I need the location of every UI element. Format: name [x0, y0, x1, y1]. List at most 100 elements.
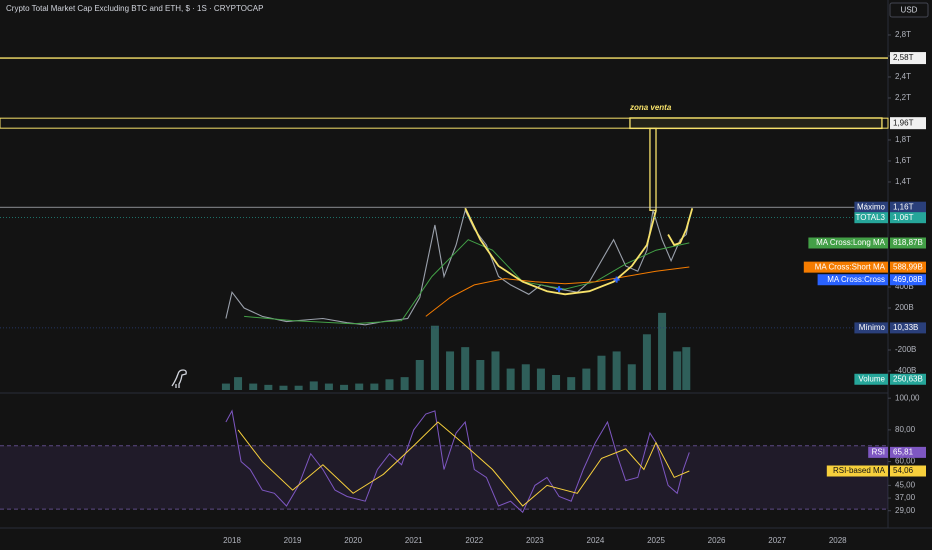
label-value-box — [890, 212, 926, 224]
sell-zone — [629, 117, 883, 130]
volume-bar — [340, 384, 349, 390]
x-tick-label: 2021 — [405, 536, 423, 545]
currency-button[interactable] — [889, 2, 929, 18]
sell-zone-label: zona venta — [629, 103, 672, 112]
label-value-box — [890, 446, 926, 458]
volume-bar — [658, 312, 667, 390]
label-name-box — [817, 274, 888, 286]
label-name-box — [826, 465, 888, 477]
volume-bar — [234, 377, 243, 390]
volume-bar — [400, 377, 409, 390]
label-name-box — [854, 322, 888, 334]
volume-bar — [221, 383, 230, 390]
label-name: Mínimo — [859, 323, 886, 332]
volume-bar — [309, 381, 318, 390]
volume-bar — [279, 385, 288, 390]
y-tick-label: 100,00 — [895, 393, 920, 402]
x-tick-label: 2028 — [829, 536, 847, 545]
level-label: 1,96T — [893, 118, 914, 127]
volume-bar — [536, 368, 545, 390]
volume-bar — [597, 355, 606, 390]
label-name: RSI-based MA — [833, 466, 886, 475]
label-value: 469,08B — [893, 275, 923, 284]
volume-bar — [430, 325, 439, 390]
y-tick-label: 400B — [895, 282, 914, 291]
label-value-box — [890, 274, 926, 286]
volume-bar — [627, 364, 636, 390]
y-tick-label: 1,4T — [895, 177, 911, 186]
label-value: 250,63B — [893, 374, 923, 383]
label-value: 65,81 — [893, 447, 914, 456]
volume-bar — [476, 360, 485, 390]
level-label-box — [890, 52, 926, 65]
label-name-box — [854, 201, 888, 213]
y-tick-label: 2,8T — [895, 30, 911, 39]
ma-line — [244, 239, 690, 325]
y-tick-label: 80,00 — [895, 425, 916, 434]
label-value: 10,33B — [893, 323, 918, 332]
level-label-box — [890, 117, 926, 130]
x-tick-label: 2022 — [465, 536, 483, 545]
volume-bar — [264, 384, 273, 390]
y-tick-label: 45,00 — [895, 480, 916, 489]
label-value: 1,06T — [893, 213, 914, 222]
label-name-box — [854, 212, 888, 224]
ma-line — [425, 266, 690, 317]
label-value-box — [890, 237, 926, 249]
y-tick-label: 37,00 — [895, 493, 916, 502]
rsi-band — [0, 445, 888, 510]
volume-bar — [415, 360, 424, 390]
rsi-ma-line — [237, 421, 690, 507]
x-tick-label: 2019 — [284, 536, 302, 545]
label-name: MA Cross:Long MA — [816, 238, 886, 247]
cup-curve — [667, 207, 694, 247]
label-name: MA Cross:Cross — [827, 275, 885, 284]
y-tick-label: 29,00 — [895, 506, 916, 515]
level-box — [0, 117, 889, 129]
logo — [171, 369, 187, 388]
label-value-box — [890, 465, 926, 477]
volume-bar — [567, 377, 576, 390]
label-name: MA Cross:Short MA — [815, 262, 886, 271]
x-tick-label: 2027 — [768, 536, 786, 545]
label-name: TOTAL3 — [856, 213, 886, 222]
y-tick-label: 2,4T — [895, 72, 911, 81]
cross-marker — [613, 276, 620, 283]
label-name-box — [868, 446, 888, 458]
y-tick-label: -200B — [895, 345, 916, 354]
label-value: 1,16T — [893, 202, 914, 211]
volume-bar — [552, 375, 561, 390]
x-tick-label: 2023 — [526, 536, 544, 545]
cup-curve — [464, 207, 657, 296]
volume-bar — [582, 368, 591, 390]
volume-bar — [294, 385, 303, 390]
chart-title: Crypto Total Market Cap Excluding BTC an… — [6, 4, 263, 13]
x-tick-label: 2018 — [223, 536, 241, 545]
label-value-box — [890, 261, 926, 273]
x-tick-label: 2020 — [344, 536, 362, 545]
volume-bar — [642, 334, 651, 390]
y-tick-label: -400B — [895, 366, 916, 375]
label-name: RSI — [872, 447, 885, 456]
volume-bar — [446, 351, 455, 390]
volume-bar — [682, 347, 691, 390]
label-value-box — [890, 201, 926, 213]
label-value: 54,06 — [893, 466, 914, 475]
label-value-box — [890, 322, 926, 334]
label-value: 818,87B — [893, 238, 923, 247]
y-tick-label: 60,00 — [895, 457, 916, 466]
volume-bar — [355, 383, 364, 390]
y-tick-label: 2,2T — [895, 93, 911, 102]
label-value: 588,99B — [893, 262, 923, 271]
y-tick-label: 200B — [895, 303, 914, 312]
y-tick-label: 1,6T — [895, 156, 911, 165]
volume-bar — [461, 347, 470, 390]
cross-marker — [556, 286, 563, 293]
level-label: 2,58T — [893, 53, 914, 62]
volume-bar — [370, 383, 379, 390]
volume-bar — [673, 351, 682, 390]
volume-bar — [385, 379, 394, 390]
currency[interactable]: USD — [901, 6, 918, 15]
